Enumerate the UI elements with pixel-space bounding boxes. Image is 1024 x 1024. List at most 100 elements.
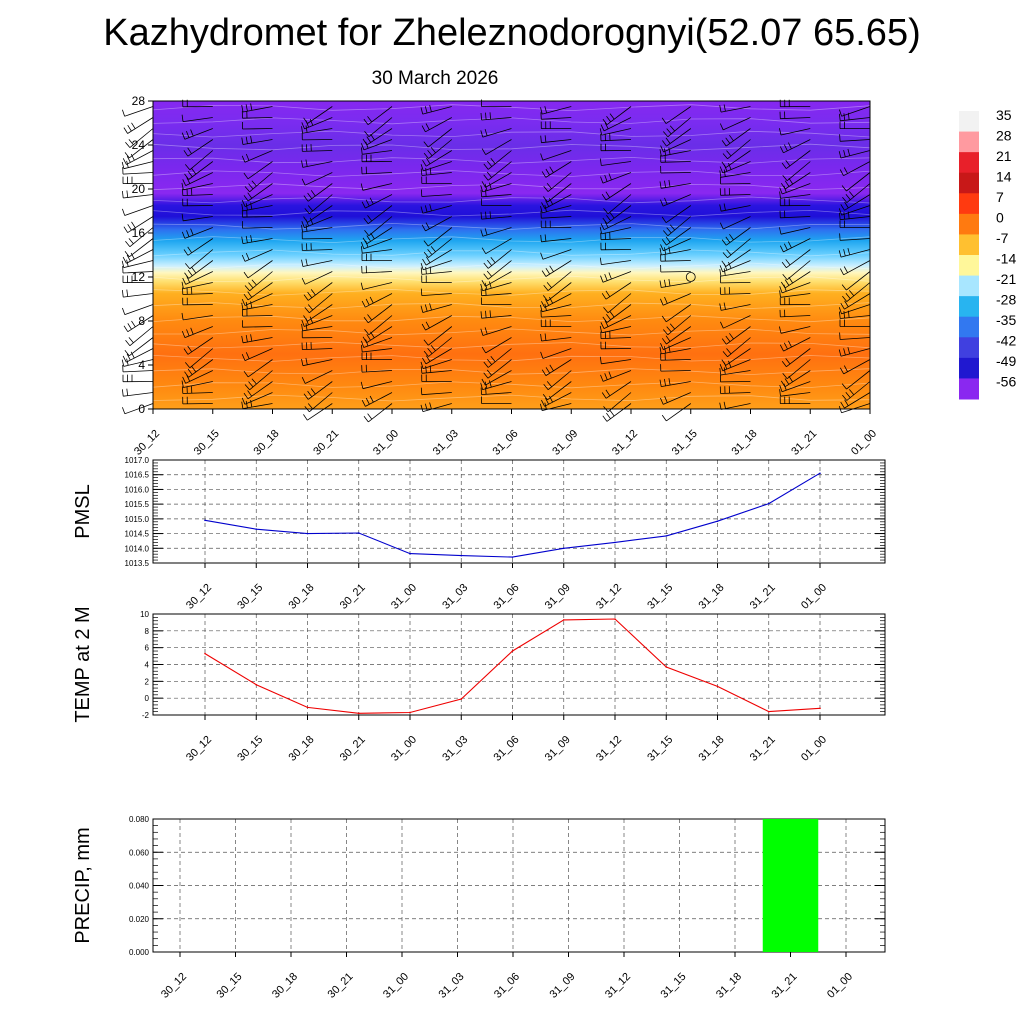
wind-barb	[420, 288, 452, 296]
wind-barb	[660, 238, 691, 252]
pmsl-ylabel: PMSL	[72, 484, 94, 538]
wind-barb	[660, 155, 691, 163]
temp-point	[460, 698, 463, 700]
temp-point	[767, 710, 770, 713]
wind-barb	[483, 249, 512, 269]
pmsl-point	[204, 519, 206, 522]
wind-barb	[421, 374, 452, 382]
colorbar-swatch	[959, 131, 979, 153]
pmsl-point	[665, 535, 668, 537]
wind-barb	[779, 396, 811, 404]
wind-barb	[301, 315, 333, 327]
wind-barb	[600, 232, 632, 241]
heatmap-xtick-label: 30_15	[192, 428, 222, 458]
precip-ytick-label: 0.060	[129, 848, 150, 857]
heatmap-ytick-label: 24	[132, 138, 146, 152]
heatmap-ytick-label: 16	[132, 226, 146, 240]
colorbar-swatch	[959, 193, 979, 215]
pmsl-xtick-label: 31_00	[389, 582, 419, 612]
wind-barb	[599, 257, 632, 265]
chart-title: Kazhydromet for Zheleznodorognyi(52.07 6…	[103, 12, 921, 54]
wind-barb	[719, 268, 751, 277]
wind-barb	[719, 216, 751, 230]
wind-barb	[839, 161, 871, 177]
wind-barb	[304, 194, 333, 215]
colorbar-label: -56	[996, 374, 1016, 390]
wind-barb	[242, 121, 273, 130]
colorbar-label: -28	[996, 292, 1016, 308]
wind-barb	[540, 220, 572, 228]
wind-barb	[481, 172, 512, 188]
wind-barb	[361, 166, 393, 175]
wind-barb	[242, 308, 273, 317]
wind-barb	[540, 319, 572, 327]
wind-barb	[543, 370, 572, 391]
heatmap-xtick-label: 31_03	[431, 428, 461, 458]
temp-xtick-label: 31_12	[594, 734, 624, 764]
wind-barb	[242, 221, 273, 229]
wind-barb	[661, 205, 692, 224]
wind-barb	[125, 128, 154, 148]
wind-barb	[241, 111, 273, 119]
contour-line	[152, 196, 871, 204]
wind-barb	[839, 359, 871, 375]
contour-line	[152, 275, 871, 283]
wind-barb	[722, 238, 751, 259]
wind-barb	[602, 106, 632, 125]
wind-barb	[244, 271, 273, 292]
wind-barb	[542, 381, 572, 401]
wind-barb	[779, 227, 811, 235]
wind-barb	[781, 348, 811, 368]
temp-point	[306, 706, 309, 709]
wind-barb	[721, 150, 751, 168]
colorbar-swatch	[959, 357, 979, 379]
wind-barb	[303, 381, 333, 400]
precip-bar	[762, 819, 819, 952]
wind-barb	[184, 359, 214, 378]
wind-barb	[779, 191, 811, 199]
temp-xtick-label: 30_12	[184, 734, 214, 764]
wind-barb	[839, 112, 871, 122]
contour-line	[152, 381, 871, 389]
pmsl-xtick-label: 31_12	[594, 582, 624, 612]
wind-barb	[361, 246, 393, 254]
pmsl-ytick-label: 1015.5	[125, 500, 150, 509]
contour-line	[152, 222, 871, 230]
wind-barb	[599, 128, 632, 136]
temp-ytick-label: 2	[145, 677, 150, 686]
wind-barb	[123, 117, 154, 134]
pmsl-point	[357, 532, 360, 534]
wind-barb	[719, 302, 751, 311]
wind-barb	[481, 337, 512, 354]
temp-xtick-label: 31_15	[645, 734, 675, 764]
wind-barb	[599, 158, 632, 166]
wind-barb	[122, 190, 154, 199]
contour-line	[152, 262, 871, 270]
wind-barb	[122, 265, 154, 274]
temp-ylabel: TEMP at 2 M	[72, 606, 94, 722]
colorbar-swatch	[959, 378, 979, 400]
colorbar-label: -14	[996, 251, 1016, 267]
colorbar-label: -42	[996, 333, 1016, 349]
wind-barb	[839, 134, 871, 142]
pmsl-point	[562, 547, 565, 550]
colorbar-swatch	[959, 337, 979, 359]
colorbar-label: 35	[996, 107, 1012, 123]
temp-xtick-label: 30_21	[338, 734, 368, 764]
wind-barb	[540, 310, 572, 318]
wind-barb	[122, 364, 154, 373]
wind-barb	[662, 117, 692, 138]
wind-barb	[659, 147, 691, 157]
wind-barb	[481, 396, 512, 404]
colorbar-label: 28	[996, 128, 1012, 144]
wind-barb	[241, 400, 273, 409]
wind-barb	[360, 282, 393, 290]
calm-wind-marker	[685, 272, 696, 282]
wind-barb	[303, 183, 333, 202]
wind-barb	[244, 370, 273, 391]
wind-barb	[244, 172, 273, 193]
wind-barb	[361, 352, 393, 360]
precip-xtick-label: 31_03	[437, 971, 467, 1001]
wind-barb	[720, 275, 751, 284]
